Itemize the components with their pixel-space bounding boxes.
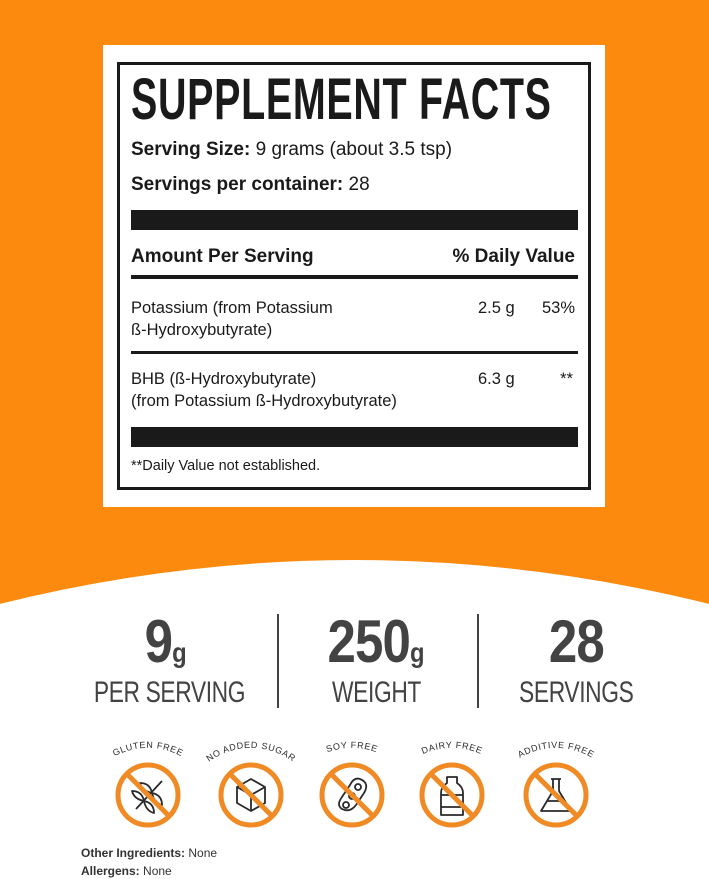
prohibited-slash — [533, 772, 579, 818]
svg-text:ADDITIVE FREE: ADDITIVE FREE — [516, 740, 596, 760]
prohibited-circle-icon — [419, 762, 485, 828]
stat-weight: 250g WEIGHT — [286, 612, 466, 712]
divider-rule — [131, 275, 578, 279]
nutrient-dv: 53% — [541, 299, 575, 317]
dv-header: % Daily Value — [452, 246, 575, 267]
svg-text:GLUTEN FREE: GLUTEN FREE — [111, 740, 185, 758]
stat-label: SERVINGS — [518, 676, 634, 709]
prohibited-slash — [228, 772, 274, 818]
stat-unit: g — [171, 637, 187, 668]
stat-label: WEIGHT — [331, 676, 421, 709]
other-ingredients-label: Other Ingredients: — [81, 846, 186, 860]
badge-soy-free: SOY FREE — [292, 735, 412, 835]
supplement-facts-label: SUPPLEMENT FACTS Serving Size: 9 grams (… — [117, 62, 591, 490]
prohibited-circle-icon — [523, 762, 589, 828]
supplement-facts-card: SUPPLEMENT FACTS Serving Size: 9 grams (… — [103, 45, 605, 507]
facts-title: SUPPLEMENT FACTS — [131, 67, 552, 132]
other-ingredients-value: None — [188, 846, 218, 860]
amount-header: Amount Per Serving — [131, 246, 314, 267]
stat-divider — [277, 614, 279, 708]
nutrient-name-line2: ß-Hydroxybutyrate) — [131, 321, 273, 339]
divider-bar — [131, 210, 578, 230]
stat-value: 9 — [144, 608, 172, 675]
nutrient-amount: 6.3 g — [478, 370, 515, 388]
stat-per-serving: 9g PER SERVING — [70, 612, 260, 712]
stat-label: PER SERVING — [93, 676, 246, 709]
badge-label: DAIRY FREE — [420, 740, 484, 756]
badge-label: SOY FREE — [325, 740, 379, 754]
badge-label: ADDITIVE FREE — [516, 740, 596, 760]
allergens-value: None — [143, 864, 172, 878]
nutrient-dv: ** — [560, 370, 573, 388]
allergens-label: Allergens: — [81, 864, 140, 878]
divider-rule — [131, 351, 578, 354]
divider-bar — [131, 427, 578, 447]
nutrient-name: Potassium (from Potassium — [131, 299, 333, 317]
badge-additive-free: ADDITIVE FREE — [496, 735, 616, 835]
prohibited-circle-icon — [218, 762, 284, 828]
prohibited-circle-icon — [319, 762, 385, 828]
badge-label: NO ADDED SUGAR — [204, 740, 297, 764]
prohibited-slash — [329, 772, 375, 818]
svg-text:DAIRY FREE: DAIRY FREE — [420, 740, 484, 756]
stat-value: 250 — [327, 608, 411, 675]
other-ingredients: Other Ingredients: None — [81, 846, 217, 860]
stat-value: 28 — [548, 608, 604, 675]
svg-text:NO ADDED SUGAR: NO ADDED SUGAR — [204, 740, 297, 764]
badge-gluten-free: GLUTEN FREE — [88, 735, 208, 835]
badge-no-added-sugar: NO ADDED SUGAR — [191, 735, 311, 835]
svg-text:SOY FREE: SOY FREE — [325, 740, 379, 754]
serving-size-value: 9 grams (about 3.5 tsp) — [255, 139, 453, 160]
stat-divider — [477, 614, 479, 708]
stat-unit: g — [410, 637, 425, 668]
nutrient-name: BHB (ß-Hydroxybutyrate) — [131, 370, 317, 388]
servings-value: 28 — [348, 174, 370, 195]
prohibited-circle-icon — [115, 762, 181, 828]
servings-per-container: Servings per container: 28 — [131, 174, 370, 196]
servings-label: Servings per container: — [131, 174, 344, 195]
prohibited-slash — [125, 772, 171, 818]
serving-size: Serving Size: 9 grams (about 3.5 tsp) — [131, 139, 452, 161]
badge-label: GLUTEN FREE — [111, 740, 184, 758]
allergens: Allergens: None — [81, 864, 172, 878]
footnote: **Daily Value not established. — [131, 458, 321, 474]
prohibited-slash — [429, 772, 475, 818]
stat-servings: 28 SERVINGS — [486, 612, 666, 712]
nutrient-amount: 2.5 g — [478, 299, 515, 317]
badge-dairy-free: DAIRY FREE — [392, 735, 512, 835]
nutrient-name-line2: (from Potassium ß-Hydroxybutyrate) — [131, 392, 397, 410]
serving-size-label: Serving Size: — [131, 139, 251, 160]
